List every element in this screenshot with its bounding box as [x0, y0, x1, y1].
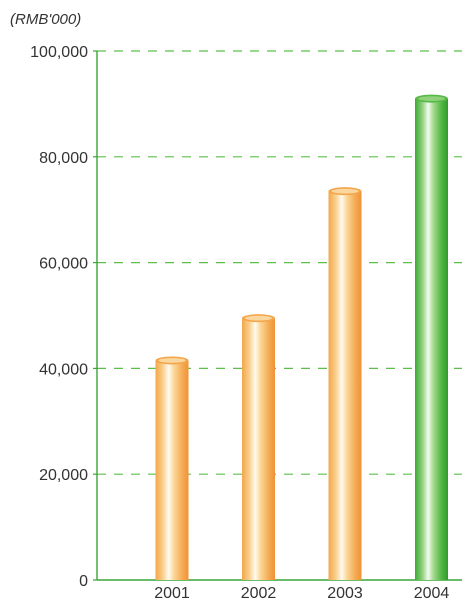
x-tick-label: 2001 [154, 585, 190, 602]
bar-body [415, 98, 448, 581]
y-tick-label: 80,000 [39, 150, 88, 167]
bar-2002 [242, 314, 275, 580]
y-tick-label: 0 [79, 573, 88, 590]
y-tick-label: 40,000 [39, 361, 88, 378]
bar-cap-highlight [331, 188, 359, 194]
bar-body [328, 191, 362, 580]
y-tick-label: 60,000 [39, 256, 88, 273]
bars [155, 94, 448, 581]
bar-cap-highlight [158, 358, 186, 363]
y-tick-label: 100,000 [30, 44, 88, 61]
x-tick-label: 2003 [327, 585, 363, 602]
bar-body [155, 360, 189, 580]
bar-cap-highlight [418, 96, 445, 102]
bar-cap-highlight [245, 315, 272, 321]
bar-2001 [155, 356, 189, 580]
y-tick-label: 20,000 [39, 467, 88, 484]
x-tick-label: 2002 [241, 585, 277, 602]
y-axis-ticks: 0 20,000 40,000 60,000 80,000 100,000 [30, 44, 97, 590]
x-tick-label: 2004 [414, 585, 450, 602]
bar-2004 [415, 94, 448, 581]
unit-label: (RMB'000) [10, 11, 81, 28]
x-axis-ticks: 2001 2002 2003 2004 [154, 585, 449, 602]
gridlines [97, 50, 462, 475]
bar-2003 [328, 187, 362, 580]
bar-body [242, 318, 275, 580]
